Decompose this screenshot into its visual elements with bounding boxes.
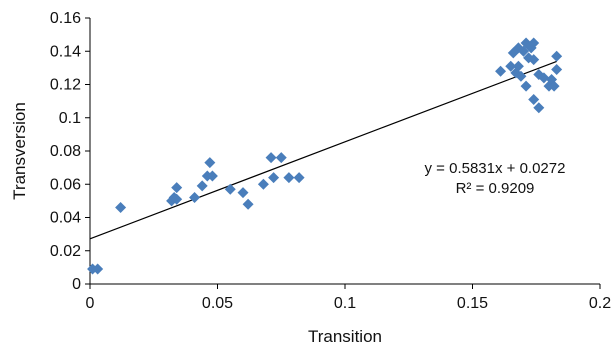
data-point: [224, 183, 236, 195]
y-tick-label: 0: [72, 276, 81, 293]
y-ticks: 0 0.02 0.04 0.06 0.08 0.1 0.12 0.14 0.16: [50, 10, 90, 293]
data-point: [115, 202, 127, 214]
data-point: [515, 70, 527, 82]
data-point: [520, 80, 532, 92]
r-squared-label: R² = 0.9209: [456, 180, 535, 197]
data-point: [265, 152, 277, 164]
data-point: [533, 102, 545, 114]
data-point: [528, 93, 540, 105]
x-ticks: 0 0.05 0.1 0.15 0.2: [86, 284, 611, 312]
data-point: [538, 72, 550, 84]
x-tick-label: 0.1: [334, 295, 356, 312]
data-point: [92, 263, 104, 275]
y-tick-label: 0.06: [50, 176, 81, 193]
data-point: [548, 80, 560, 92]
data-point: [551, 64, 563, 76]
x-tick-label: 0.05: [202, 295, 233, 312]
data-points: [87, 37, 563, 275]
x-axis-title: Transition: [308, 327, 382, 346]
data-point: [528, 54, 540, 66]
data-point: [293, 172, 305, 184]
data-point: [283, 172, 295, 184]
data-point: [528, 37, 540, 49]
data-point: [242, 198, 254, 210]
data-point: [171, 182, 183, 194]
y-tick-label: 0.04: [50, 210, 81, 227]
data-point: [257, 178, 269, 190]
data-point: [551, 50, 563, 62]
y-axis-title: Transversion: [10, 102, 29, 200]
x-tick-label: 0: [86, 295, 95, 312]
x-tick-label: 0.15: [457, 295, 488, 312]
y-tick-label: 0.08: [50, 143, 81, 160]
data-point: [268, 172, 280, 184]
y-tick-label: 0.1: [59, 110, 81, 127]
data-point: [206, 170, 218, 182]
x-tick-label: 0.2: [589, 295, 611, 312]
trendline: [89, 60, 557, 240]
data-point: [171, 193, 183, 205]
y-tick-label: 0.02: [50, 243, 81, 260]
data-point: [196, 180, 208, 192]
data-point: [204, 157, 216, 169]
trendline-group: [89, 60, 557, 240]
y-tick-label: 0.12: [50, 77, 81, 94]
data-point: [189, 192, 201, 204]
trendline-equation: y = 0.5831x + 0.0272: [425, 160, 566, 177]
data-point: [495, 65, 507, 77]
y-tick-label: 0.16: [50, 10, 81, 27]
data-point: [275, 152, 287, 164]
y-tick-label: 0.14: [50, 43, 81, 60]
data-point: [237, 187, 249, 199]
data-point: [505, 60, 517, 72]
data-point: [512, 60, 524, 72]
